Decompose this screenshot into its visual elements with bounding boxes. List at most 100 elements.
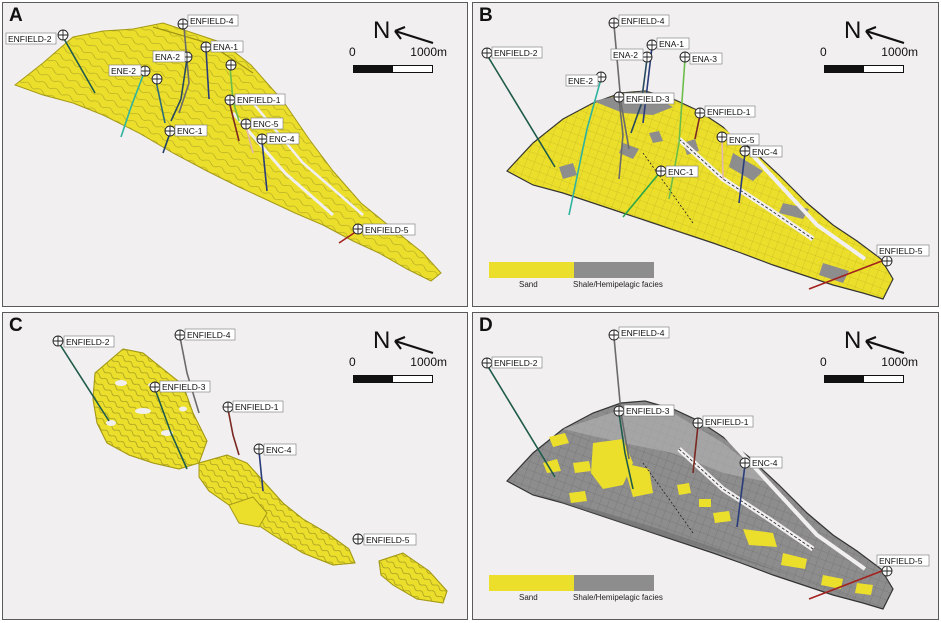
facies-grid-sand: [506, 90, 894, 300]
scale-bar: 0 1000m: [349, 45, 447, 75]
scale-end-label: 1000m: [881, 45, 918, 59]
well-marker-unlabeled[interactable]: [225, 59, 237, 71]
well-marker-enfield-3[interactable]: ENFIELD-3: [613, 404, 675, 417]
well-marker-enc-5[interactable]: ENC-5: [716, 131, 760, 146]
well-marker-enc-1[interactable]: ENC-1: [655, 165, 699, 178]
arrow-icon: [394, 335, 434, 355]
well-marker-enfield-1[interactable]: ENFIELD-1: [224, 93, 286, 106]
well-marker-enfield-5[interactable]: ENFIELD-5: [876, 554, 930, 577]
well-label: ENFIELD-4: [190, 16, 234, 26]
sand-bodies-only: ENFIELD-2 ENFIELD-4 ENFIELD-3 ENFIELD-1: [52, 328, 448, 604]
well-marker-enfield-2[interactable]: ENFIELD-2: [5, 29, 69, 45]
panel-c: ENFIELD-2 ENFIELD-4 ENFIELD-3 ENFIELD-1: [2, 312, 468, 620]
well-marker-enfield-2[interactable]: ENFIELD-2: [481, 356, 543, 369]
scale-bar-graphic: [824, 375, 904, 383]
well-marker-ena-1[interactable]: ENA-1: [646, 37, 690, 51]
well-marker-enfield-4[interactable]: ENFIELD-4: [174, 328, 236, 341]
well-label: ENFIELD-3: [162, 382, 206, 392]
well-marker-ena-3[interactable]: ENA-3: [679, 51, 723, 65]
well-marker-enc-4[interactable]: ENC-4: [739, 145, 783, 158]
well-label: ENFIELD-1: [705, 417, 749, 427]
well-marker-unlabeled[interactable]: [151, 73, 163, 85]
well-marker-ene-2[interactable]: ENE-2: [108, 64, 151, 77]
legend-swatch-sand: [489, 575, 574, 591]
well-marker-enfield-2[interactable]: ENFIELD-2: [52, 335, 115, 348]
well-label: ENFIELD-5: [366, 535, 410, 545]
north-arrow: N: [844, 327, 914, 387]
well-marker-enfield-5[interactable]: ENFIELD-5: [352, 223, 416, 236]
arrow-icon: [865, 335, 905, 355]
well-label: ENFIELD-4: [187, 330, 231, 340]
legend-swatch-sand: [489, 262, 574, 278]
legend-label-sand: Sand: [519, 280, 538, 289]
well-heads: ENFIELD-2 ENFIELD-4 ENFIELD-3 ENFIELD-1: [52, 328, 417, 546]
panel-d: ENFIELD-2 ENFIELD-4 ENFIELD-3 ENFIELD-1: [472, 312, 939, 620]
well-marker-enfield-1[interactable]: ENFIELD-1: [694, 105, 756, 119]
reservoir-facies-model-shale-dominant: ENFIELD-2 ENFIELD-4 ENFIELD-3 ENFIELD-1: [481, 326, 930, 610]
north-arrow: N: [373, 17, 443, 77]
well-marker-enc-1[interactable]: ENC-1: [164, 124, 208, 137]
well-marker-enc-4[interactable]: ENC-4: [256, 132, 300, 145]
scale-bar: 0 1000m: [820, 45, 918, 75]
north-label: N: [844, 17, 862, 44]
arrow-icon: [865, 25, 905, 45]
well-label: ENA-2: [155, 52, 180, 62]
scale-start-label: 0: [349, 45, 356, 59]
well-marker-ena-1[interactable]: ENA-1: [200, 40, 244, 53]
well-label: ENFIELD-5: [879, 246, 923, 256]
well-heads: ENFIELD-2 ENFIELD-4 ENFIELD-3 ENFIELD-1: [481, 326, 930, 577]
well-marker-enfield-5[interactable]: ENFIELD-5: [876, 244, 930, 267]
well-heads: ENFIELD-2 ENFIELD-4 ENA-1 ENA-2: [5, 14, 416, 236]
well-marker-enfield-5[interactable]: ENFIELD-5: [352, 533, 417, 546]
scale-end-label: 1000m: [410, 45, 447, 59]
facies-legend: Sand Shale/Hemipelagic facies: [489, 575, 663, 605]
well-marker-ena-2[interactable]: ENA-2: [152, 50, 193, 63]
well-label: ENFIELD-2: [66, 337, 110, 347]
sand-body-clusters: [92, 348, 448, 604]
well-label: ENC-4: [752, 147, 778, 157]
well-label: ENFIELD-5: [365, 225, 409, 235]
legend-label-shale: Shale/Hemipelagic facies: [573, 593, 663, 602]
well-label: ENFIELD-1: [237, 95, 281, 105]
well-label: ENFIELD-1: [235, 402, 279, 412]
well-label: ENFIELD-3: [626, 406, 670, 416]
north-arrow: N: [844, 17, 914, 77]
well-label: ENC-1: [668, 167, 694, 177]
well-marker-enc-4[interactable]: ENC-4: [253, 443, 297, 456]
facies-grid-sand-patches: [543, 433, 873, 595]
well-marker-ena-2[interactable]: ENA-2: [610, 48, 653, 63]
well-label: ENA-1: [213, 42, 238, 52]
well-marker-ene-2[interactable]: ENE-2: [565, 71, 607, 87]
well-label: ENFIELD-4: [621, 16, 665, 26]
well-label: ENFIELD-4: [621, 328, 665, 338]
well-trajectories: [58, 336, 264, 492]
well-marker-enfield-2[interactable]: ENFIELD-2: [481, 46, 543, 59]
scale-bar-graphic: [353, 375, 433, 383]
well-marker-enfield-3[interactable]: ENFIELD-3: [149, 380, 211, 393]
panel-b: ENFIELD-2 ENFIELD-4 ENA-1 ENA-2: [472, 2, 939, 307]
panel-letter: A: [9, 5, 23, 26]
well-marker-enfield-1[interactable]: ENFIELD-1: [222, 400, 284, 413]
well-marker-enc-4[interactable]: ENC-4: [739, 456, 783, 469]
well-marker-enfield-4[interactable]: ENFIELD-4: [177, 14, 239, 30]
well-marker-enfield-1[interactable]: ENFIELD-1: [692, 415, 754, 429]
well-marker-enfield-4[interactable]: ENFIELD-4: [608, 326, 670, 341]
well-label: ENC-4: [752, 458, 778, 468]
well-label: ENE-2: [111, 66, 136, 76]
arrow-icon: [394, 25, 434, 45]
well-label: ENFIELD-5: [879, 556, 923, 566]
scale-end-label: 1000m: [410, 355, 447, 369]
north-label: N: [844, 327, 862, 354]
well-label: ENFIELD-1: [707, 107, 751, 117]
legend-swatch-shale: [574, 262, 654, 278]
panel-letter: B: [479, 5, 493, 26]
well-marker-enc-5[interactable]: ENC-5: [240, 117, 284, 130]
scale-bar-graphic: [824, 65, 904, 73]
north-label: N: [373, 17, 391, 44]
scale-end-label: 1000m: [881, 355, 918, 369]
panel-letter: C: [9, 315, 23, 336]
well-marker-enfield-3[interactable]: ENFIELD-3: [613, 91, 675, 105]
well-marker-enfield-4[interactable]: ENFIELD-4: [608, 14, 670, 29]
well-label: ENE-2: [568, 76, 593, 86]
panel-a: ENFIELD-2 ENFIELD-4 ENA-1 ENA-2: [2, 2, 468, 307]
